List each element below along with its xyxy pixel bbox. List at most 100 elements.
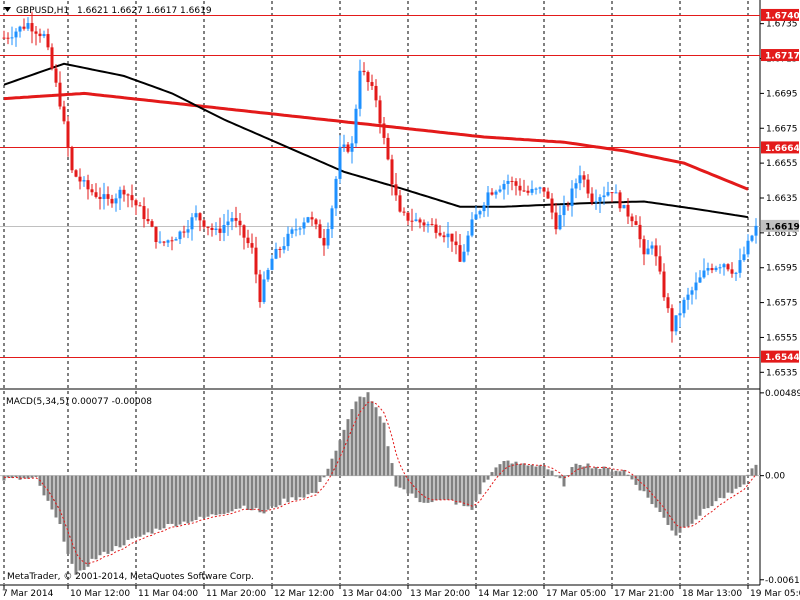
candle-body [82,180,86,182]
macd-bar [186,475,190,524]
candle-body [110,198,114,204]
macd-bar [22,475,26,479]
macd-bar [542,465,546,476]
candle-body [182,231,186,233]
macd-bar [262,475,266,514]
candle-body [282,246,286,250]
macd-bar [330,458,334,476]
candle-body [290,229,294,234]
macd-bar [418,475,422,503]
macd-bar [202,475,206,518]
macd-bar [54,475,58,518]
candle-body [422,222,426,226]
macd-bar [618,471,622,476]
candle-body [502,183,506,190]
macd-bar [166,475,170,524]
macd-bar [518,464,522,476]
macd-bar [702,475,706,509]
macd-bar [2,475,6,481]
macd-bar [738,475,742,488]
macd-bar [718,475,722,498]
macd-bar [30,475,34,478]
candle-body [714,267,718,271]
macd-bar [558,475,562,479]
candle-body [254,247,258,275]
macd-tick-label: 0.00 [765,472,785,482]
candle-body [222,225,226,233]
macd-bar [34,475,38,477]
macd-bar [494,467,498,476]
candle-body [450,233,454,242]
candle-body [538,187,542,189]
candle-body [342,144,346,147]
macd-bar [570,467,574,476]
candle-body [294,229,298,231]
macd-bar [198,475,202,517]
macd-bar [354,401,358,476]
macd-bar [214,475,218,516]
candle-body [646,248,650,255]
macd-bar [530,464,534,476]
candle-body [610,192,614,194]
candle-body [90,189,94,193]
candle-body [522,190,526,192]
time-tick-label: 11 Mar 20:00 [206,589,266,599]
time-tick-label: 13 Mar 20:00 [410,589,470,599]
candle-body [206,226,210,228]
ma-fast-line [3,62,749,219]
candle-body [566,205,570,207]
candle-body [730,269,734,274]
candle-body [46,34,50,48]
candle-body [746,240,750,255]
macd-bar [470,475,474,510]
macd-bar [682,475,686,528]
ma-slow-line [3,91,749,191]
macd-bar [662,475,666,518]
candle-body [506,180,510,184]
price-tick-label: 1.6535 [766,368,798,378]
candle-body [362,70,366,73]
price-tick-label: 1.6695 [766,89,798,99]
macd-bar [378,416,382,476]
candle-body [514,181,518,186]
macd-bar [706,475,710,509]
candle-body [690,290,694,295]
chevron-down-icon[interactable] [4,7,11,12]
candle-body [406,212,410,221]
candle-body [378,100,382,124]
macd-bar [358,396,362,476]
candle-body [426,224,430,226]
candle-body [334,178,338,209]
macd-bar [346,419,350,476]
candle-body [570,188,574,207]
macd-bar [686,475,690,527]
candle-body [738,260,742,273]
candle-body [130,195,134,201]
candle-body [322,237,326,246]
current-price-tag [761,219,799,232]
candle-body [462,251,466,262]
macd-bar [122,475,126,546]
candle-body [18,26,22,32]
macd-bar [98,475,102,556]
candle-body [542,187,546,192]
macd-bar [394,475,398,487]
macd-bar [410,475,414,494]
macd-bar [274,475,278,508]
candle-body [630,216,634,222]
macd-bar [442,475,446,500]
candle-body [350,143,354,152]
candle-body [198,213,202,221]
macd-bar [654,475,658,508]
candle-body [718,267,722,269]
macd-bar [194,475,198,521]
macd-bar [574,463,578,476]
candle-body [314,219,318,225]
macd-bar [746,474,750,476]
horizontal-levels[interactable] [0,15,760,358]
candle-body [126,194,130,196]
candle-body [582,175,586,180]
macd-bar [370,401,374,476]
candle-body [262,279,266,303]
